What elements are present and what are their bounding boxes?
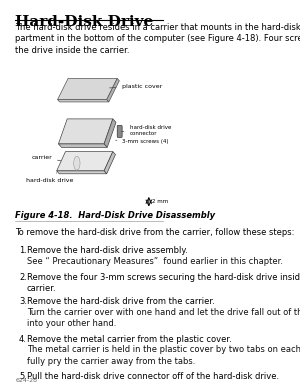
- Polygon shape: [107, 78, 119, 102]
- Text: To remove the hard-disk drive from the carrier, follow these steps:: To remove the hard-disk drive from the c…: [15, 227, 295, 237]
- Text: 2 mm: 2 mm: [152, 199, 169, 204]
- Text: Figure 4-18.  Hard-Disk Drive Disassembly: Figure 4-18. Hard-Disk Drive Disassembly: [15, 211, 216, 220]
- Text: The hard-disk drive resides in a carrier that mounts in the hard-disk drive com-: The hard-disk drive resides in a carrier…: [15, 23, 300, 55]
- Text: 3-mm screws (4): 3-mm screws (4): [116, 140, 169, 144]
- Text: Remove the metal carrier from the plastic cover.: Remove the metal carrier from the plasti…: [27, 334, 232, 344]
- Polygon shape: [58, 100, 109, 102]
- Text: carrier: carrier: [31, 155, 61, 161]
- Polygon shape: [58, 78, 117, 100]
- Polygon shape: [104, 152, 116, 174]
- Text: Hard-Disk Drive: Hard-Disk Drive: [15, 15, 154, 29]
- Polygon shape: [57, 152, 113, 171]
- Text: Remove the hard-disk drive from the carrier.: Remove the hard-disk drive from the carr…: [27, 297, 214, 306]
- Circle shape: [74, 156, 80, 170]
- Polygon shape: [58, 119, 113, 144]
- Text: 3.: 3.: [19, 297, 27, 306]
- Polygon shape: [58, 144, 107, 147]
- Text: 1.: 1.: [19, 246, 27, 255]
- Text: 5.: 5.: [19, 372, 27, 381]
- Polygon shape: [57, 171, 107, 174]
- Text: Remove the hard-disk drive assembly.: Remove the hard-disk drive assembly.: [27, 246, 188, 255]
- Text: The metal carrier is held in the plastic cover by two tabs on each end. Care-
fu: The metal carrier is held in the plastic…: [27, 345, 300, 366]
- Text: plastic cover: plastic cover: [110, 84, 162, 88]
- Text: Turn the carrier over with one hand and let the drive fall out of the carrier
in: Turn the carrier over with one hand and …: [27, 308, 300, 329]
- Text: Pull the hard-disk drive connector off of the hard-disk drive.: Pull the hard-disk drive connector off o…: [27, 372, 279, 381]
- FancyBboxPatch shape: [117, 125, 122, 137]
- Text: 2.: 2.: [19, 273, 27, 282]
- Text: 4.: 4.: [19, 334, 27, 344]
- Text: 624-28: 624-28: [15, 378, 38, 383]
- Text: hard-disk drive
connector: hard-disk drive connector: [122, 125, 171, 136]
- Text: hard-disk drive: hard-disk drive: [26, 173, 73, 183]
- Text: See “ Precautionary Measures”  found earlier in this chapter.: See “ Precautionary Measures” found earl…: [27, 257, 283, 266]
- Polygon shape: [104, 119, 116, 147]
- Text: Remove the four 3-mm screws securing the hard-disk drive inside the
carrier.: Remove the four 3-mm screws securing the…: [27, 273, 300, 293]
